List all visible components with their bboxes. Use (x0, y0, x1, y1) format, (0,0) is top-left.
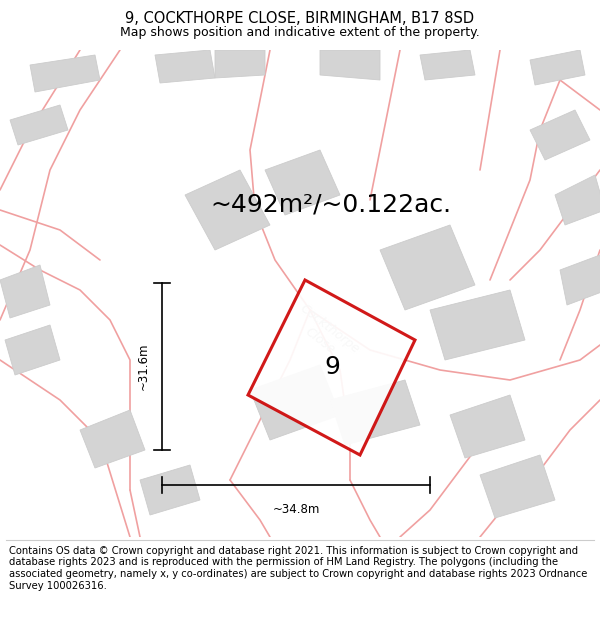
Text: Contains OS data © Crown copyright and database right 2021. This information is : Contains OS data © Crown copyright and d… (9, 546, 587, 591)
Text: ~34.8m: ~34.8m (272, 503, 320, 516)
Polygon shape (555, 175, 600, 225)
Polygon shape (560, 255, 600, 305)
Text: ~31.6m: ~31.6m (137, 342, 150, 390)
Polygon shape (185, 170, 270, 250)
Polygon shape (480, 455, 555, 518)
Polygon shape (530, 110, 590, 160)
Polygon shape (450, 395, 525, 458)
Polygon shape (5, 325, 60, 375)
Polygon shape (215, 50, 265, 78)
Polygon shape (248, 280, 415, 455)
Polygon shape (10, 105, 68, 145)
Text: 9, COCKTHORPE CLOSE, BIRMINGHAM, B17 8SD: 9, COCKTHORPE CLOSE, BIRMINGHAM, B17 8SD (125, 11, 475, 26)
Polygon shape (330, 380, 420, 445)
Polygon shape (420, 50, 475, 80)
Polygon shape (380, 225, 475, 310)
Polygon shape (430, 290, 525, 360)
Text: Cockthorpe
Close: Cockthorpe Close (288, 302, 362, 368)
Polygon shape (80, 410, 145, 468)
Polygon shape (320, 50, 380, 80)
Polygon shape (0, 265, 50, 318)
Polygon shape (250, 365, 340, 440)
Polygon shape (140, 465, 200, 515)
Polygon shape (30, 55, 100, 92)
Text: ~492m²/~0.122ac.: ~492m²/~0.122ac. (210, 193, 451, 217)
Polygon shape (265, 150, 340, 215)
Text: Map shows position and indicative extent of the property.: Map shows position and indicative extent… (120, 26, 480, 39)
Polygon shape (155, 50, 215, 83)
Text: 9: 9 (324, 356, 340, 379)
Polygon shape (530, 50, 585, 85)
